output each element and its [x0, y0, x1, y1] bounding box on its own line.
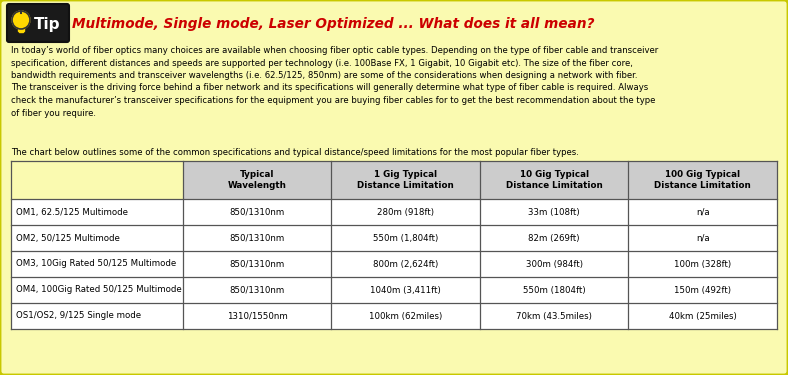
Text: 850/1310nm: 850/1310nm [229, 285, 285, 294]
Text: 1310/1550nm: 1310/1550nm [227, 312, 288, 321]
Text: Multimode, Single mode, Laser Optimized ... What does it all mean?: Multimode, Single mode, Laser Optimized … [72, 17, 594, 31]
FancyBboxPatch shape [7, 4, 69, 42]
Text: OM3, 10Gig Rated 50/125 Multimode: OM3, 10Gig Rated 50/125 Multimode [16, 260, 177, 268]
Text: 800m (2,624ft): 800m (2,624ft) [374, 260, 438, 268]
Text: 850/1310nm: 850/1310nm [229, 234, 285, 243]
Text: 33m (108ft): 33m (108ft) [529, 207, 580, 216]
Circle shape [12, 11, 30, 29]
Text: 550m (1,804ft): 550m (1,804ft) [374, 234, 438, 243]
Text: 10 Gig Typical
Distance Limitation: 10 Gig Typical Distance Limitation [506, 170, 603, 190]
Text: 82m (269ft): 82m (269ft) [529, 234, 580, 243]
Bar [11, 277, 777, 303]
Text: The chart below outlines some of the common specifications and typical distance/: The chart below outlines some of the com… [11, 148, 579, 157]
Text: n/a: n/a [696, 207, 709, 216]
Text: Tip: Tip [34, 16, 60, 32]
Bar [183, 161, 777, 199]
Bar [19, 30, 23, 32]
Text: In today’s world of fiber optics many choices are available when choosing fiber : In today’s world of fiber optics many ch… [11, 46, 658, 117]
Text: 100m (328ft): 100m (328ft) [675, 260, 731, 268]
Bar [11, 225, 777, 251]
Bar [11, 199, 777, 225]
Text: n/a: n/a [696, 234, 709, 243]
Text: OM4, 100Gig Rated 50/125 Multimode: OM4, 100Gig Rated 50/125 Multimode [16, 285, 182, 294]
Text: 850/1310nm: 850/1310nm [229, 207, 285, 216]
Text: 70km (43.5miles): 70km (43.5miles) [516, 312, 593, 321]
Text: OM2, 50/125 Multimode: OM2, 50/125 Multimode [16, 234, 120, 243]
Bar [11, 303, 777, 329]
Text: 100 Gig Typical
Distance Limitation: 100 Gig Typical Distance Limitation [654, 170, 751, 190]
Text: 1040m (3,411ft): 1040m (3,411ft) [370, 285, 441, 294]
Text: 850/1310nm: 850/1310nm [229, 260, 285, 268]
Bar [11, 251, 777, 277]
Text: 300m (984ft): 300m (984ft) [526, 260, 583, 268]
Text: 1 Gig Typical
Distance Limitation: 1 Gig Typical Distance Limitation [358, 170, 454, 190]
Text: 280m (918ft): 280m (918ft) [377, 207, 434, 216]
Text: OS1/OS2, 9/125 Single mode: OS1/OS2, 9/125 Single mode [16, 312, 141, 321]
Bar [18, 27, 24, 31]
Text: 40km (25miles): 40km (25miles) [669, 312, 737, 321]
Text: OM1, 62.5/125 Multimode: OM1, 62.5/125 Multimode [16, 207, 128, 216]
Text: Typical
Wavelength: Typical Wavelength [228, 170, 287, 190]
Text: 100km (62miles): 100km (62miles) [369, 312, 442, 321]
Text: 150m (492ft): 150m (492ft) [675, 285, 731, 294]
Text: 550m (1804ft): 550m (1804ft) [523, 285, 585, 294]
